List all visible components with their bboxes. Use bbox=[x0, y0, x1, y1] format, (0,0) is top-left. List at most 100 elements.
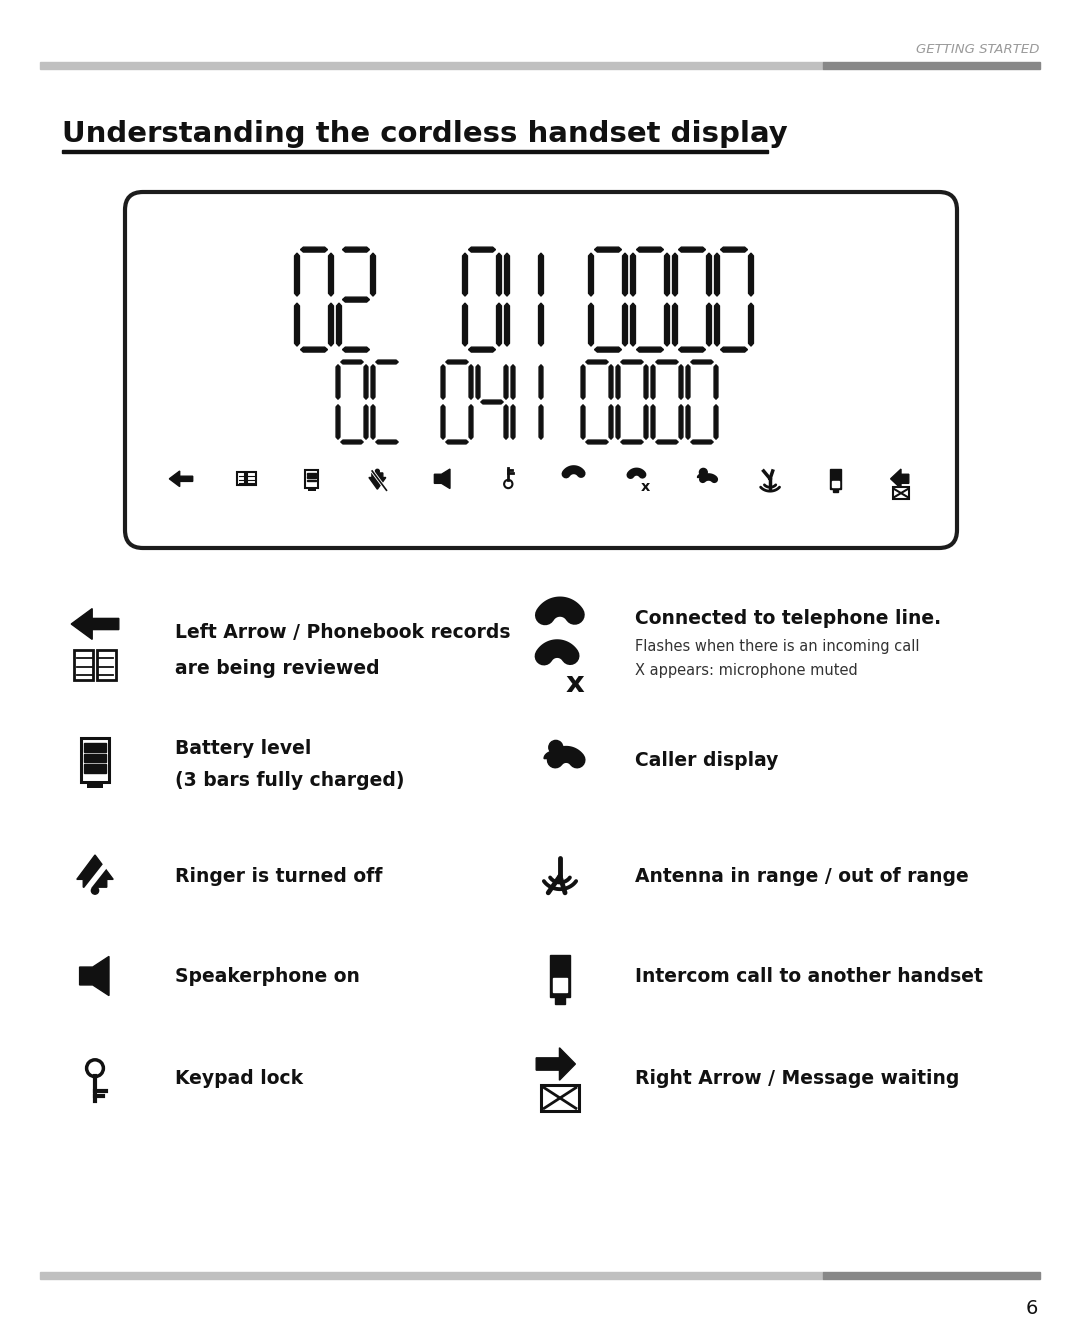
Bar bbox=[84, 753, 106, 762]
Text: Intercom call to another handset: Intercom call to another handset bbox=[635, 966, 983, 985]
Polygon shape bbox=[636, 247, 663, 252]
Text: X appears: microphone muted: X appears: microphone muted bbox=[635, 662, 858, 678]
Polygon shape bbox=[631, 253, 635, 296]
Polygon shape bbox=[616, 364, 620, 399]
Polygon shape bbox=[376, 360, 399, 364]
Bar bbox=[97, 650, 116, 681]
Bar bbox=[86, 783, 104, 788]
Circle shape bbox=[504, 480, 512, 488]
Polygon shape bbox=[441, 364, 445, 399]
Polygon shape bbox=[462, 303, 468, 346]
Polygon shape bbox=[469, 247, 496, 252]
Polygon shape bbox=[336, 405, 340, 440]
Polygon shape bbox=[609, 364, 613, 399]
Bar bbox=[831, 469, 840, 489]
Bar bbox=[833, 489, 838, 492]
Polygon shape bbox=[71, 608, 119, 639]
Polygon shape bbox=[337, 303, 341, 346]
Polygon shape bbox=[539, 303, 543, 346]
Polygon shape bbox=[678, 247, 705, 252]
Polygon shape bbox=[748, 253, 754, 296]
Bar bbox=[308, 473, 316, 474]
Polygon shape bbox=[594, 247, 621, 252]
Polygon shape bbox=[679, 405, 683, 440]
Polygon shape bbox=[170, 470, 192, 486]
Polygon shape bbox=[706, 253, 712, 296]
Polygon shape bbox=[342, 347, 369, 352]
Polygon shape bbox=[369, 473, 386, 489]
Text: Connected to telephone line.: Connected to telephone line. bbox=[635, 608, 941, 627]
Bar bbox=[81, 737, 109, 783]
Bar bbox=[62, 150, 768, 153]
Polygon shape bbox=[77, 855, 113, 887]
Polygon shape bbox=[673, 303, 677, 346]
Polygon shape bbox=[656, 440, 678, 444]
Polygon shape bbox=[651, 364, 654, 399]
Polygon shape bbox=[714, 364, 718, 399]
Text: Caller display: Caller display bbox=[635, 750, 779, 769]
Polygon shape bbox=[622, 253, 627, 296]
Polygon shape bbox=[342, 297, 369, 302]
Polygon shape bbox=[539, 364, 543, 399]
Bar bbox=[555, 997, 565, 1004]
Bar bbox=[823, 1272, 1040, 1278]
Polygon shape bbox=[581, 364, 585, 399]
Polygon shape bbox=[720, 347, 747, 352]
Text: Speakerphone on: Speakerphone on bbox=[175, 966, 360, 985]
Polygon shape bbox=[581, 405, 585, 440]
Polygon shape bbox=[664, 303, 670, 346]
Text: Flashes when there is an incoming call: Flashes when there is an incoming call bbox=[635, 638, 919, 654]
Polygon shape bbox=[686, 405, 690, 440]
Bar bbox=[541, 1084, 579, 1111]
Polygon shape bbox=[698, 473, 710, 477]
Polygon shape bbox=[715, 303, 719, 346]
Polygon shape bbox=[644, 364, 648, 399]
Polygon shape bbox=[504, 303, 510, 346]
Polygon shape bbox=[342, 247, 369, 252]
Polygon shape bbox=[372, 364, 375, 399]
Polygon shape bbox=[446, 360, 469, 364]
Polygon shape bbox=[589, 303, 593, 346]
Bar bbox=[75, 650, 93, 681]
Circle shape bbox=[549, 741, 563, 754]
Polygon shape bbox=[372, 405, 375, 440]
Circle shape bbox=[86, 1060, 104, 1076]
Polygon shape bbox=[539, 253, 543, 296]
Text: are being reviewed: are being reviewed bbox=[175, 658, 380, 678]
Text: Understanding the cordless handset display: Understanding the cordless handset displ… bbox=[62, 121, 787, 147]
Polygon shape bbox=[434, 469, 450, 489]
Circle shape bbox=[92, 887, 98, 894]
Polygon shape bbox=[651, 405, 654, 440]
Polygon shape bbox=[497, 253, 501, 296]
Bar bbox=[247, 472, 256, 485]
Polygon shape bbox=[341, 360, 363, 364]
Bar bbox=[40, 62, 823, 68]
Polygon shape bbox=[336, 364, 340, 399]
Text: Left Arrow / Phonebook records: Left Arrow / Phonebook records bbox=[175, 623, 511, 642]
Polygon shape bbox=[631, 303, 635, 346]
Bar bbox=[553, 978, 567, 992]
Polygon shape bbox=[691, 360, 713, 364]
Circle shape bbox=[376, 469, 379, 473]
Polygon shape bbox=[715, 253, 719, 296]
Polygon shape bbox=[295, 253, 299, 296]
Polygon shape bbox=[476, 364, 480, 399]
Polygon shape bbox=[370, 253, 376, 296]
Polygon shape bbox=[376, 440, 399, 444]
Polygon shape bbox=[328, 303, 334, 346]
Polygon shape bbox=[891, 469, 908, 489]
Bar bbox=[550, 955, 570, 997]
Polygon shape bbox=[80, 957, 109, 996]
Bar bbox=[306, 470, 319, 488]
Polygon shape bbox=[539, 405, 543, 440]
Polygon shape bbox=[364, 364, 368, 399]
Polygon shape bbox=[714, 405, 718, 440]
Polygon shape bbox=[664, 253, 670, 296]
Polygon shape bbox=[609, 405, 613, 440]
Text: Ringer is turned off: Ringer is turned off bbox=[175, 867, 382, 886]
Polygon shape bbox=[536, 1048, 576, 1080]
Polygon shape bbox=[511, 405, 515, 440]
Text: x: x bbox=[566, 670, 584, 698]
Bar bbox=[308, 480, 316, 481]
Bar bbox=[823, 62, 1040, 68]
